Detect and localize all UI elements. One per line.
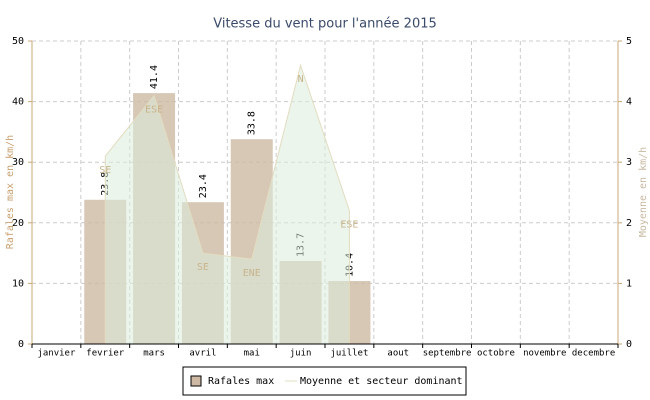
x-tick-label: aout bbox=[387, 349, 409, 359]
value-label: 41.4 bbox=[149, 65, 160, 89]
y2-tick-label: 2 bbox=[626, 218, 632, 229]
x-tick-label: fevrier bbox=[86, 349, 125, 359]
area bbox=[104, 63, 350, 345]
y2-tick-label: 5 bbox=[626, 36, 632, 47]
sector-label: N bbox=[298, 74, 304, 85]
legend-box bbox=[182, 366, 467, 396]
sector-label: SE bbox=[197, 262, 209, 273]
y2-axis-label: Moyenne en km/h bbox=[638, 147, 649, 237]
x-tick-label: octobre bbox=[477, 349, 515, 359]
y2-tick-label: 3 bbox=[626, 157, 632, 168]
y-tick-label: 20 bbox=[12, 218, 24, 229]
sector-label: ENE bbox=[243, 268, 261, 279]
x-tick-label: septembre bbox=[423, 349, 472, 359]
y-tick-label: 30 bbox=[12, 157, 24, 168]
x-tick-label: decembre bbox=[572, 349, 615, 359]
x-tick-label: juin bbox=[290, 349, 312, 359]
y-tick-label: 10 bbox=[12, 278, 24, 289]
y-tick-label: 50 bbox=[12, 36, 24, 47]
value-label: 23.4 bbox=[198, 174, 209, 198]
x-tick-label: mars bbox=[143, 349, 165, 359]
legend-swatch bbox=[190, 375, 202, 387]
sector-label: ESE bbox=[145, 105, 163, 116]
x-tick-label: janvier bbox=[37, 349, 76, 359]
x-tick-label: juillet bbox=[330, 349, 368, 359]
x-tick-label: mai bbox=[244, 349, 260, 359]
y2-tick-label: 1 bbox=[626, 278, 632, 289]
y2-tick-label: 0 bbox=[626, 339, 632, 350]
sector-label: SE bbox=[99, 165, 111, 176]
x-tick-label: novembre bbox=[523, 349, 566, 359]
legend-label: Rafales max bbox=[208, 376, 274, 387]
x-tick-label: avril bbox=[189, 349, 216, 359]
y2-tick-label: 4 bbox=[626, 97, 632, 108]
y-tick-label: 40 bbox=[12, 97, 24, 108]
y-tick-label: 0 bbox=[18, 339, 24, 350]
legend-label: Moyenne et secteur dominant bbox=[300, 376, 463, 387]
sector-label: ESE bbox=[340, 220, 358, 231]
chart-title: Vitesse du vent pour l'année 2015 bbox=[213, 17, 437, 32]
value-label: 33.8 bbox=[247, 111, 258, 135]
y-axis-label: Rafales max en km/h bbox=[5, 135, 16, 249]
